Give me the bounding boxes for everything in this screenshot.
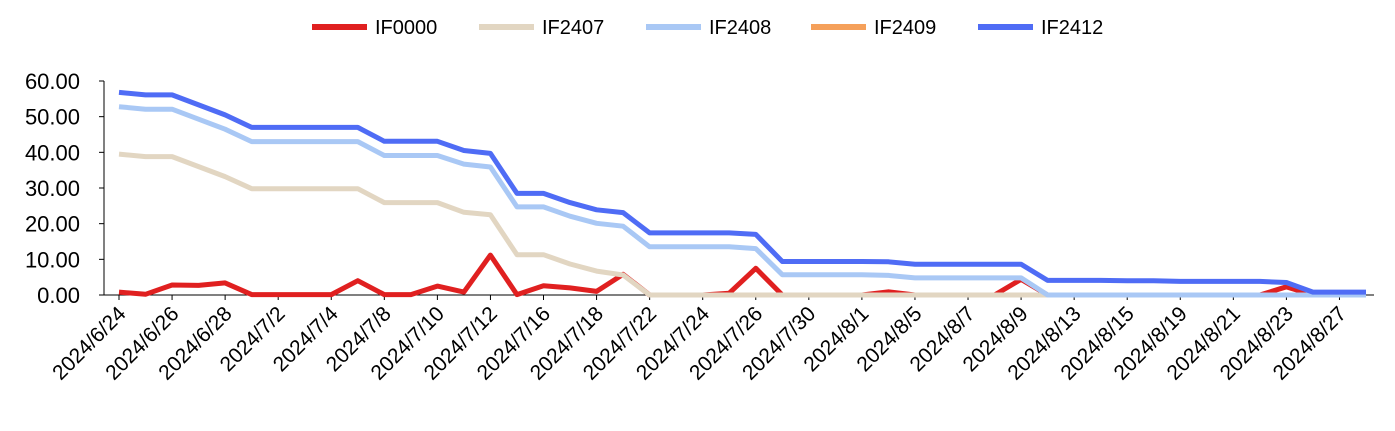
legend: IF0000 IF2407 IF2408 IF2409 IF2412 [312,17,1103,39]
y-tick-label: 50.00 [25,105,80,130]
y-tick-label: 0.00 [37,283,80,308]
legend-item-if0000[interactable]: IF0000 [312,17,437,39]
series-layer [118,89,1366,298]
y-tick-label: 40.00 [25,140,80,165]
legend-item-if2412[interactable]: IF2412 [978,17,1103,39]
legend-label: IF2412 [1041,17,1103,39]
y-tick-label: 10.00 [25,247,80,272]
legend-label: IF2407 [542,17,604,39]
y-axis: 60.00 50.00 40.00 30.00 20.00 10.00 0.00 [25,69,105,308]
series-line-if0000 [118,252,1366,298]
series-line-if2412 [118,89,1366,295]
series-line-if2408 [118,104,1366,298]
legend-label: IF2408 [709,17,771,39]
legend-label: IF0000 [375,17,437,39]
legend-item-if2407[interactable]: IF2407 [479,17,604,39]
y-tick-label: 60.00 [25,69,80,94]
legend-item-if2408[interactable]: IF2408 [646,17,771,39]
legend-label: IF2409 [874,17,936,39]
y-tick-label: 30.00 [25,176,80,201]
series-line-if2407 [118,151,1366,298]
y-tick-label: 20.00 [25,212,80,237]
legend-item-if2409[interactable]: IF2409 [811,17,936,39]
x-axis: 2024/6/242024/6/262024/6/282024/7/22024/… [48,294,1374,385]
